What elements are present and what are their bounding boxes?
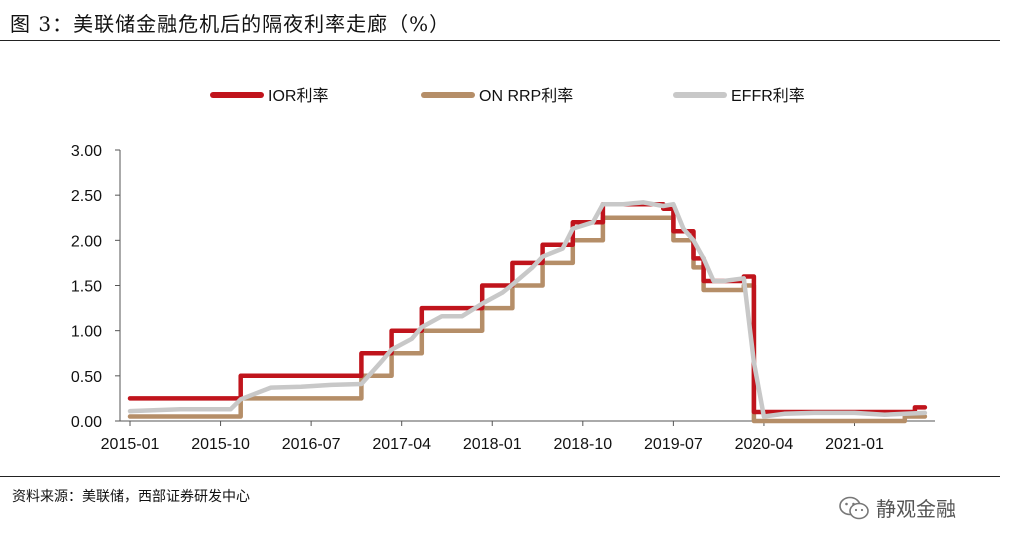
x-tick-label: 2018-10 bbox=[553, 436, 612, 453]
chart-area: IOR利率 ON RRP利率 EFFR利率 0.00 0.50 1.00 1.50 2.00… bbox=[71, 87, 935, 453]
chart-title: 图 3：美联储金融危机后的隔夜利率走廊（%） bbox=[10, 12, 451, 36]
y-tick-label: 0.50 bbox=[71, 369, 102, 386]
x-tick-label: 2021-01 bbox=[825, 436, 884, 453]
legend-label: ON RRP利率 bbox=[479, 87, 573, 105]
series-line-1 bbox=[127, 215, 928, 424]
series-line-0 bbox=[127, 201, 928, 415]
axes: 0.00 0.50 1.00 1.50 2.00 2.50 3.00 2015-01 2015-… bbox=[71, 143, 935, 453]
legend-label: IOR利率 bbox=[268, 87, 328, 105]
title-rule bbox=[0, 40, 1000, 41]
wechat-icon bbox=[839, 496, 869, 519]
y-tick-label: 3.00 bbox=[71, 143, 102, 160]
x-tick-label: 2020-04 bbox=[735, 436, 794, 453]
y-tick-label: 1.00 bbox=[71, 324, 102, 341]
x-tick-label: 2015-01 bbox=[101, 436, 160, 453]
x-tick-label: 2017-04 bbox=[372, 436, 431, 453]
x-tick-label: 2019-07 bbox=[644, 436, 703, 453]
y-tick-label: 2.50 bbox=[71, 188, 102, 205]
series-group bbox=[127, 200, 928, 424]
source-note: 资料来源：美联储，西部证券研发中心 bbox=[12, 489, 250, 505]
y-tick-label: 1.50 bbox=[71, 279, 102, 296]
y-tick-label: 2.00 bbox=[71, 233, 102, 250]
watermark-text: 静观金融 bbox=[876, 497, 956, 521]
source-rule bbox=[0, 476, 1000, 477]
legend: IOR利率 ON RRP利率 EFFR利率 bbox=[210, 87, 805, 105]
legend-label: EFFR利率 bbox=[731, 87, 805, 105]
y-tick-label: 0.00 bbox=[71, 414, 102, 431]
x-tick-label: 2018-01 bbox=[463, 436, 522, 453]
x-tick-label: 2016-07 bbox=[282, 436, 341, 453]
watermark: 静观金融 bbox=[838, 493, 956, 522]
x-tick-label: 2015-10 bbox=[191, 436, 250, 453]
series-line-2 bbox=[127, 200, 928, 419]
